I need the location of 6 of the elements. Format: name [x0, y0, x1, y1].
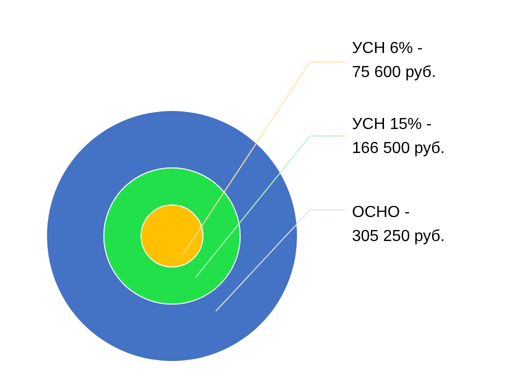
data-label: 75 600 руб.	[352, 64, 436, 81]
data-label: 166 500 руб.	[352, 140, 445, 157]
category-label: ОСНО -	[352, 204, 410, 221]
category-label: УСН 6% -	[352, 40, 423, 57]
data-label: 305 250 руб.	[352, 228, 445, 245]
category-label: УСН 15% -	[352, 116, 432, 133]
